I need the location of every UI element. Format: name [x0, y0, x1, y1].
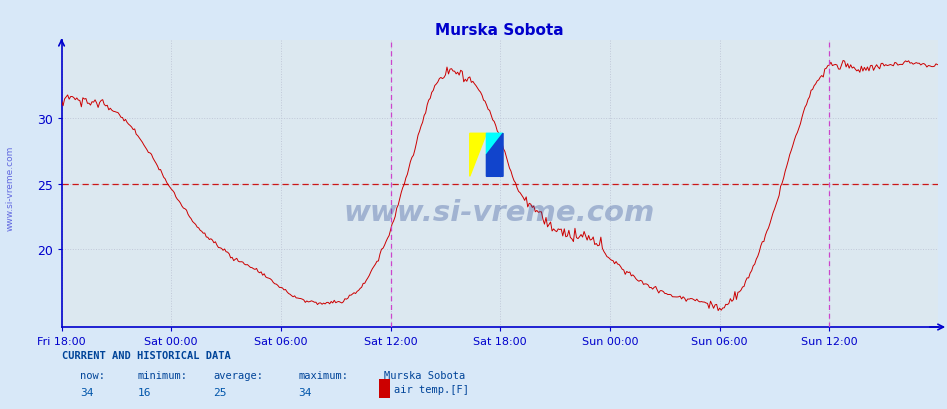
Text: now:: now:: [80, 370, 105, 380]
Text: 16: 16: [137, 387, 151, 397]
Text: 25: 25: [213, 387, 226, 397]
Polygon shape: [487, 134, 503, 177]
Text: 34: 34: [298, 387, 312, 397]
Text: www.si-vreme.com: www.si-vreme.com: [344, 199, 655, 227]
Text: CURRENT AND HISTORICAL DATA: CURRENT AND HISTORICAL DATA: [62, 350, 230, 360]
Text: average:: average:: [213, 370, 263, 380]
Text: 34: 34: [80, 387, 94, 397]
Title: Murska Sobota: Murska Sobota: [436, 23, 563, 38]
Polygon shape: [470, 134, 487, 177]
Text: air temp.[F]: air temp.[F]: [394, 384, 469, 394]
Text: www.si-vreme.com: www.si-vreme.com: [6, 146, 15, 231]
Text: maximum:: maximum:: [298, 370, 348, 380]
Text: minimum:: minimum:: [137, 370, 188, 380]
Polygon shape: [487, 134, 503, 155]
Text: Murska Sobota: Murska Sobota: [384, 370, 465, 380]
